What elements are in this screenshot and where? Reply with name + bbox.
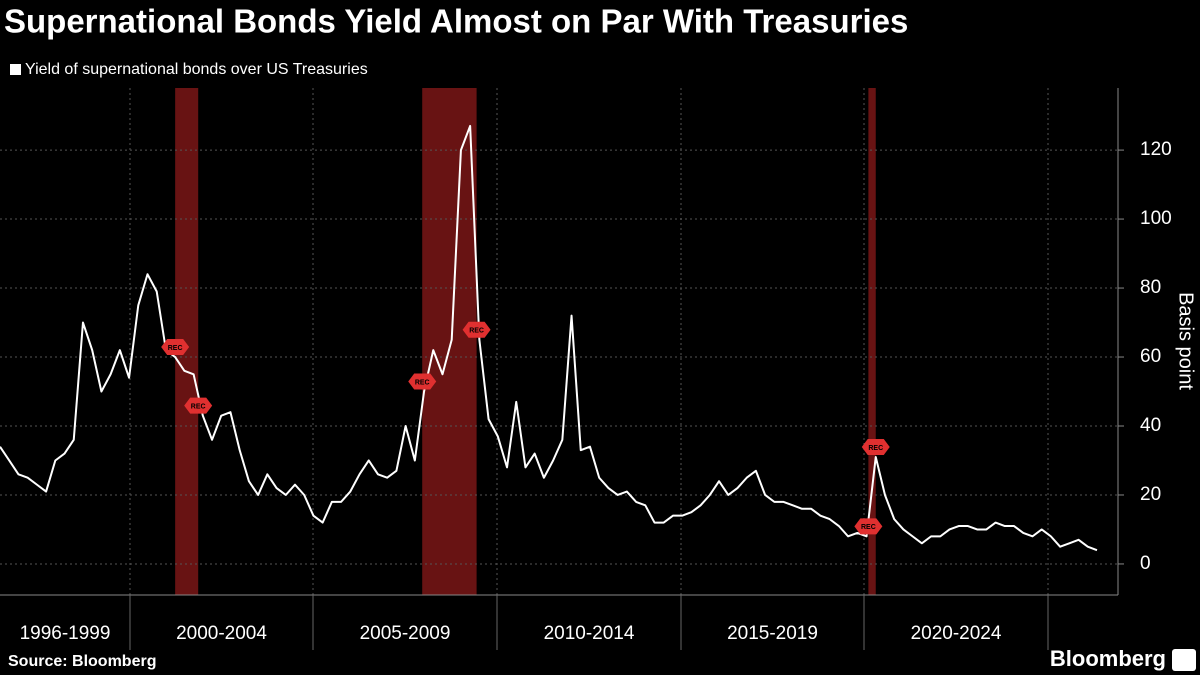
marker-shape [861,439,890,456]
marker-shape [854,518,883,535]
data-line [0,124,1098,552]
marker-label: REC [415,379,430,386]
recession-band [175,88,199,595]
chart-title: Supernational Bonds Yield Almost on Par … [4,3,908,40]
x-tick-label: 2010-2014 [544,623,635,644]
y-tick-label: 60 [1140,346,1161,367]
y-tick-label: 40 [1140,415,1161,436]
marker-label: REC [861,524,876,531]
recession-band [422,88,477,595]
brand-icon [1172,649,1196,671]
x-tick-label: 2020-2024 [911,623,1002,644]
x-tick-label: 1996-1999 [20,623,111,644]
y-axis-label: Basis point [1175,292,1197,390]
marker-label: REC [469,328,484,335]
marker-shape [408,373,437,390]
legend-swatch [10,64,21,75]
recession-marker: REC [408,373,437,390]
recession-band [868,88,876,595]
recession-marker: REC [854,518,883,535]
marker-shape [184,397,213,414]
recession-marker: REC [161,339,190,356]
y-tick-label: 120 [1140,139,1172,160]
recession-marker: REC [861,439,890,456]
x-tick-label: 2015-2019 [727,623,818,644]
recession-marker: REC [462,321,491,338]
source: Source: Bloomberg [8,653,156,670]
y-tick-label: 80 [1140,277,1161,298]
marker-shape [462,321,491,338]
y-tick-label: 0 [1140,553,1151,574]
marker-label: REC [868,445,883,452]
y-tick-label: 100 [1140,208,1172,229]
y-tick-label: 20 [1140,484,1161,505]
marker-shape [161,339,190,356]
x-tick-label: 2000-2004 [176,623,267,644]
recession-marker: REC [184,397,213,414]
legend-label: Yield of supernational bonds over US Tre… [25,61,368,78]
brand: Bloomberg [1050,646,1166,671]
marker-label: REC [168,345,183,352]
x-tick-label: 2005-2009 [360,623,451,644]
marker-label: REC [191,403,206,410]
